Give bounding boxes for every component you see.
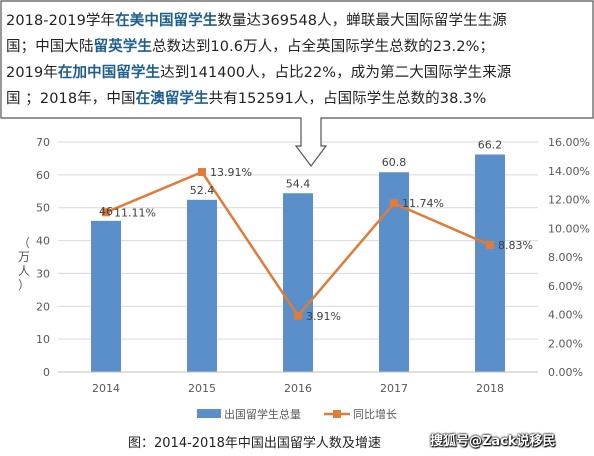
x-tick-label: 2016 xyxy=(284,382,312,395)
y-tick-label: 0 xyxy=(43,366,50,379)
callout-highlight: 在澳留学生 xyxy=(135,91,209,107)
legend-line-label: 同比增长 xyxy=(353,407,397,421)
callout-segment: 2018-2019学年 xyxy=(6,13,116,29)
y2-tick-label: 8.00% xyxy=(548,251,583,264)
y2-tick-label: 14.00% xyxy=(548,165,590,178)
legend: 出国留学生总量 同比增长 xyxy=(197,407,397,421)
bar-value-label: 46 xyxy=(99,205,113,218)
x-tick-label: 2014 xyxy=(92,382,120,395)
y-axis-title: （万人） xyxy=(18,236,30,292)
callout-segment: 国 ；2018年，中国 xyxy=(6,91,136,107)
growth-line-series xyxy=(102,168,494,320)
callout-segment: 共有152591人，占国际学生总数的38.3% xyxy=(208,91,487,107)
growth-value-label: 13.91% xyxy=(210,166,252,179)
callout-highlight: 留英学生 xyxy=(93,39,153,55)
callout-segment: 2019年 xyxy=(6,65,58,81)
data-labels: 46 52.4 54.4 60.8 66.2 11.11% 13.91% 3.91% 11.74… xyxy=(99,138,533,322)
y2-tick-label: 10.00% xyxy=(548,222,590,235)
bar-value-label: 52.4 xyxy=(190,184,215,197)
callout-text: 2018-2019学年在美中国留学生数量达369548人，蝉联最大国际留学生生源… xyxy=(6,8,588,112)
y-tick-label: 40 xyxy=(36,235,50,248)
legend-line-marker xyxy=(333,410,341,418)
y-tick-label: 60 xyxy=(36,169,50,182)
legend-bar-label: 出国留学生总量 xyxy=(224,407,301,421)
y-tick-label: 10 xyxy=(36,333,50,346)
callout-line: 2018-2019学年在美中国留学生数量达369548人，蝉联最大国际留学生生源 xyxy=(6,8,588,34)
y2-tick-label: 4.00% xyxy=(548,309,583,322)
callout-segment: 国；中国大陆 xyxy=(6,39,94,55)
bar-value-label: 66.2 xyxy=(478,138,503,151)
growth-value-label: 11.74% xyxy=(402,197,444,210)
y2-tick-label: 12.00% xyxy=(548,194,590,207)
y2-tick-label: 2.00% xyxy=(548,337,583,350)
axes: 0 10 20 30 40 50 60 70 0.00% 2.00% 4.00% 6.00% 8.00%… xyxy=(18,136,590,395)
watermark: 搜狐号@Zack说移民 xyxy=(430,434,556,449)
y2-tick-label: 6.00% xyxy=(548,280,583,293)
callout-segment: 总数达到10.6万人，占全英国际学生总数的23.2%； xyxy=(152,39,495,55)
y2-tick-label: 0.00% xyxy=(548,366,583,379)
legend-bar-swatch xyxy=(197,409,221,418)
x-tick-label: 2015 xyxy=(188,382,216,395)
y-tick-label: 30 xyxy=(36,267,50,280)
y2-tick-label: 16.00% xyxy=(548,136,590,149)
y-tick-label: 50 xyxy=(36,202,50,215)
x-tick-label: 2018 xyxy=(476,382,504,395)
bar-value-label: 54.4 xyxy=(286,177,311,190)
growth-marker-2018 xyxy=(486,241,494,250)
callout-highlight: 在加中国留学生 xyxy=(57,65,161,81)
growth-value-label: 3.91% xyxy=(306,310,341,323)
callout-line: 国；中国大陆留英学生总数达到10.6万人，占全英国际学生总数的23.2%； xyxy=(6,34,588,60)
callout-highlight: 在美中国留学生 xyxy=(115,13,218,29)
growth-value-label: 8.83% xyxy=(498,239,533,252)
bar-2015 xyxy=(187,199,217,372)
growth-marker-2014 xyxy=(102,208,110,217)
x-tick-label: 2017 xyxy=(380,382,408,395)
callout-box xyxy=(0,0,594,167)
callout-arrow-box xyxy=(0,0,594,167)
y-tick-label: 20 xyxy=(36,300,50,313)
callout-line: 国 ；2018年，中国在澳留学生共有152591人，占国际学生总数的38.3% xyxy=(6,86,588,112)
bar-value-label: 60.8 xyxy=(382,156,407,169)
callout-segment: 达到141400人，占比22%，成为第二大国际学生来源 xyxy=(160,65,512,81)
callout-line: 2019年在加中国留学生达到141400人，占比22%，成为第二大国际学生来源 xyxy=(6,60,588,86)
callout-segment: 数量达369548人，蝉联最大国际留学生生源 xyxy=(217,13,507,29)
growth-value-label: 11.11% xyxy=(114,206,156,219)
growth-marker-2017 xyxy=(390,199,398,208)
growth-marker-2016 xyxy=(294,311,302,320)
y-tick-label: 70 xyxy=(36,136,50,149)
bar-2016 xyxy=(283,193,313,372)
bar-2014 xyxy=(91,220,121,372)
bar-2018 xyxy=(475,154,505,372)
caption-title: 图：2014-2018年中国出国留学人数及增速 xyxy=(128,436,381,451)
bar-series xyxy=(91,154,505,372)
growth-marker-2015 xyxy=(198,168,206,177)
